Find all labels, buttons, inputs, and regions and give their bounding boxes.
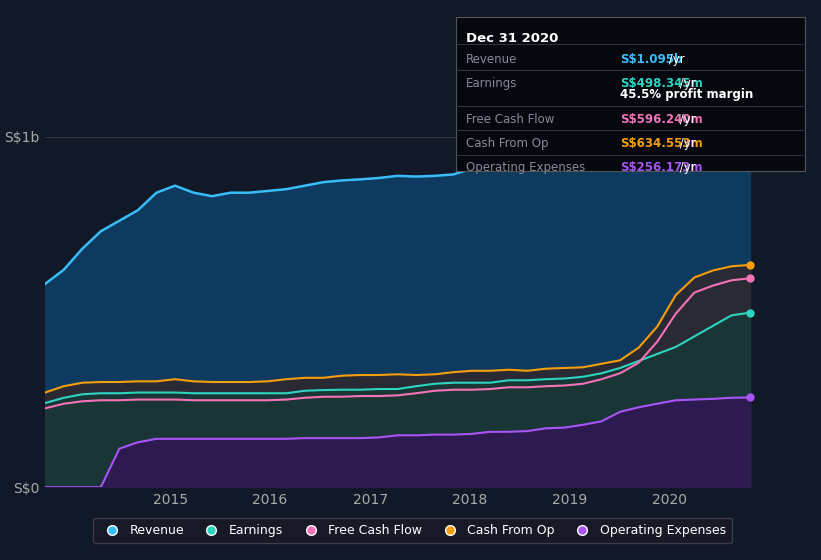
Text: /yr: /yr <box>676 137 695 150</box>
Text: 45.5% profit margin: 45.5% profit margin <box>620 88 753 101</box>
Text: /yr: /yr <box>676 113 695 126</box>
Text: Revenue: Revenue <box>466 53 517 66</box>
Text: Dec 31 2020: Dec 31 2020 <box>466 32 558 45</box>
Text: Cash From Op: Cash From Op <box>466 137 548 150</box>
Text: /yr: /yr <box>664 53 684 66</box>
Text: Free Cash Flow: Free Cash Flow <box>466 113 554 126</box>
Text: Operating Expenses: Operating Expenses <box>466 161 585 174</box>
Text: Earnings: Earnings <box>466 77 517 90</box>
Text: /yr: /yr <box>676 161 695 174</box>
Legend: Revenue, Earnings, Free Cash Flow, Cash From Op, Operating Expenses: Revenue, Earnings, Free Cash Flow, Cash … <box>93 518 732 543</box>
Text: S$498.345m: S$498.345m <box>620 77 703 90</box>
Text: S$596.240m: S$596.240m <box>620 113 703 126</box>
Text: /yr: /yr <box>676 77 695 90</box>
Text: S$634.553m: S$634.553m <box>620 137 703 150</box>
Text: S$256.173m: S$256.173m <box>620 161 702 174</box>
Text: S$1.095b: S$1.095b <box>620 53 682 66</box>
